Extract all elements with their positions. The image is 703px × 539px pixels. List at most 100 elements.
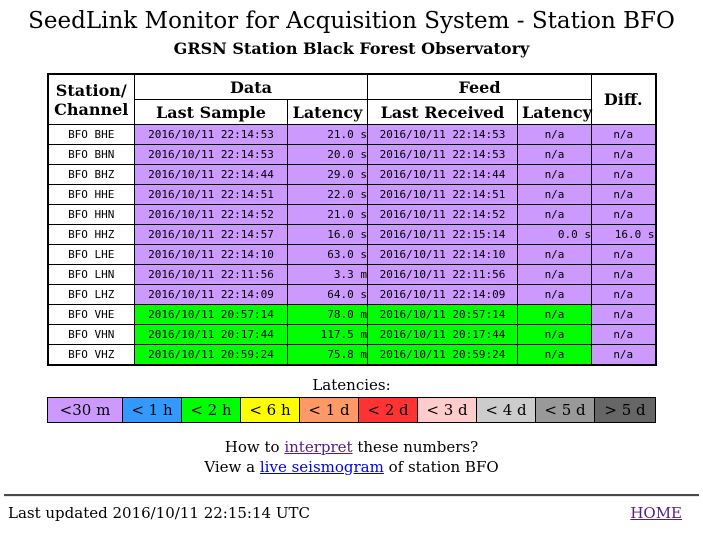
cell-feed-latency: n/a — [517, 324, 592, 345]
table-row: BFO HHZ 2016/10/11 22:14:57 16.0 s 2016/10/… — [47, 224, 656, 245]
cell-feed-latency: n/a — [517, 344, 592, 366]
legend-label: Latencies: — [312, 376, 391, 394]
cell-diff: n/a — [591, 304, 656, 325]
header-last-sample: Last Sample — [134, 99, 288, 125]
interpret-suffix: these numbers? — [352, 438, 479, 456]
cell-data-latency: 117.5 m — [287, 324, 368, 345]
cell-last-sample: 2016/10/11 22:14:52 — [134, 204, 288, 225]
cell-channel: BFO BHZ — [47, 164, 135, 185]
cell-feed-latency: 0.0 s — [517, 224, 592, 245]
header-station-line1: Station/ — [55, 80, 127, 100]
cell-diff: n/a — [591, 264, 656, 285]
cell-channel: BFO LHE — [47, 244, 135, 265]
table-row: BFO LHE 2016/10/11 22:14:10 63.0 s 2016/10/… — [47, 244, 656, 265]
cell-data-latency: 75.8 m — [287, 344, 368, 366]
cell-channel: BFO HHE — [47, 184, 135, 205]
cell-last-sample: 2016/10/11 22:14:51 — [134, 184, 288, 205]
cell-data-latency: 22.0 s — [287, 184, 368, 205]
cell-channel: BFO HHN — [47, 204, 135, 225]
legend-item: < 6 h — [240, 397, 300, 423]
footer: Last updated 2016/10/11 22:15:14 UTC HOM… — [0, 497, 703, 522]
cell-diff: n/a — [591, 164, 656, 185]
cell-feed-latency: n/a — [517, 144, 592, 165]
cell-feed-latency: n/a — [517, 204, 592, 225]
cell-channel: BFO VHE — [47, 304, 135, 325]
legend-item: < 5 d — [535, 397, 595, 423]
cell-last-sample: 2016/10/11 22:14:10 — [134, 244, 288, 265]
cell-last-received: 2016/10/11 22:14:53 — [367, 144, 518, 165]
table-row: BFO VHZ 2016/10/11 20:59:24 75.8 m 2016/10/… — [47, 344, 656, 366]
table-row: BFO BHN 2016/10/11 22:14:53 20.0 s 2016/10/… — [47, 144, 656, 165]
cell-feed-latency: n/a — [517, 264, 592, 285]
latency-table: Station/ Channel Data Feed Diff. Last Sa… — [46, 73, 657, 366]
cell-last-sample: 2016/10/11 20:17:44 — [134, 324, 288, 345]
cell-last-sample: 2016/10/11 20:59:24 — [134, 344, 288, 366]
cell-feed-latency: n/a — [517, 124, 592, 145]
table-row: BFO VHN 2016/10/11 20:17:44 117.5 m 2016/10… — [47, 324, 656, 345]
seismogram-line: View a live seismogram of station BFO — [0, 457, 703, 477]
table-row: BFO HHE 2016/10/11 22:14:51 22.0 s 2016/10/… — [47, 184, 656, 205]
cell-channel: BFO VHN — [47, 324, 135, 345]
cell-last-received: 2016/10/11 22:14:09 — [367, 284, 518, 305]
interpret-prefix: How to — [224, 438, 285, 456]
live-seismogram-link[interactable]: live seismogram — [259, 458, 384, 476]
cell-data-latency: 3.3 m — [287, 264, 368, 285]
header-diff: Diff. — [591, 73, 656, 125]
last-updated-text: Last updated 2016/10/11 22:15:14 UTC — [8, 504, 310, 522]
cell-last-received: 2016/10/11 22:15:14 — [367, 224, 518, 245]
cell-last-received: 2016/10/11 20:57:14 — [367, 304, 518, 325]
seismogram-suffix: of station BFO — [383, 458, 499, 476]
table-row: BFO BHE 2016/10/11 22:14:53 21.0 s 2016/10/… — [47, 124, 656, 145]
cell-channel: BFO LHZ — [47, 284, 135, 305]
cell-last-received: 2016/10/11 22:11:56 — [367, 264, 518, 285]
header-data-latency: Latency — [287, 99, 368, 125]
header-last-received: Last Received — [367, 99, 518, 125]
cell-channel: BFO BHN — [47, 144, 135, 165]
cell-last-received: 2016/10/11 22:14:10 — [367, 244, 518, 265]
cell-diff: n/a — [591, 244, 656, 265]
interpret-link[interactable]: interpret — [284, 438, 353, 456]
table-row: BFO BHZ 2016/10/11 22:14:44 29.0 s 2016/10/… — [47, 164, 656, 185]
legend-item: < 3 d — [417, 397, 477, 423]
header-feed-latency: Latency — [517, 99, 592, 125]
cell-feed-latency: n/a — [517, 304, 592, 325]
cell-channel: BFO BHE — [47, 124, 135, 145]
cell-last-sample: 2016/10/11 22:11:56 — [134, 264, 288, 285]
page-title: SeedLink Monitor for Acquisition System … — [28, 8, 675, 34]
cell-last-sample: 2016/10/11 20:57:14 — [134, 304, 288, 325]
interpret-line: How to interpret these numbers? — [0, 437, 703, 457]
home-link[interactable]: HOME — [630, 504, 682, 522]
legend-item: < 2 h — [181, 397, 241, 423]
cell-diff: n/a — [591, 324, 656, 345]
cell-data-latency: 78.0 m — [287, 304, 368, 325]
cell-channel: BFO VHZ — [47, 344, 135, 366]
seismogram-prefix: View a — [204, 458, 260, 476]
cell-diff: n/a — [591, 144, 656, 165]
legend-item: <30 m — [47, 397, 123, 423]
cell-diff: n/a — [591, 204, 656, 225]
cell-feed-latency: n/a — [517, 284, 592, 305]
table-row: BFO HHN 2016/10/11 22:14:52 21.0 s 2016/10/… — [47, 204, 656, 225]
help-links: How to interpret these numbers? View a l… — [0, 437, 703, 477]
table-row: BFO VHE 2016/10/11 20:57:14 78.0 m 2016/10/… — [47, 304, 656, 325]
cell-data-latency: 63.0 s — [287, 244, 368, 265]
cell-diff: n/a — [591, 184, 656, 205]
cell-feed-latency: n/a — [517, 164, 592, 185]
cell-diff: 16.0 s — [591, 224, 656, 245]
cell-last-sample: 2016/10/11 22:14:09 — [134, 284, 288, 305]
cell-data-latency: 21.0 s — [287, 124, 368, 145]
cell-data-latency: 64.0 s — [287, 284, 368, 305]
header-station-channel: Station/ Channel — [47, 73, 135, 125]
cell-last-received: 2016/10/11 22:14:53 — [367, 124, 518, 145]
cell-channel: BFO HHZ — [47, 224, 135, 245]
cell-diff: n/a — [591, 284, 656, 305]
legend-item: < 2 d — [358, 397, 418, 423]
cell-feed-latency: n/a — [517, 184, 592, 205]
table-row: BFO LHZ 2016/10/11 22:14:09 64.0 s 2016/10/… — [47, 284, 656, 305]
cell-data-latency: 21.0 s — [287, 204, 368, 225]
cell-last-sample: 2016/10/11 22:14:44 — [134, 164, 288, 185]
cell-last-received: 2016/10/11 22:14:52 — [367, 204, 518, 225]
legend-item: < 4 d — [476, 397, 536, 423]
cell-last-received: 2016/10/11 20:59:24 — [367, 344, 518, 366]
cell-diff: n/a — [591, 344, 656, 366]
